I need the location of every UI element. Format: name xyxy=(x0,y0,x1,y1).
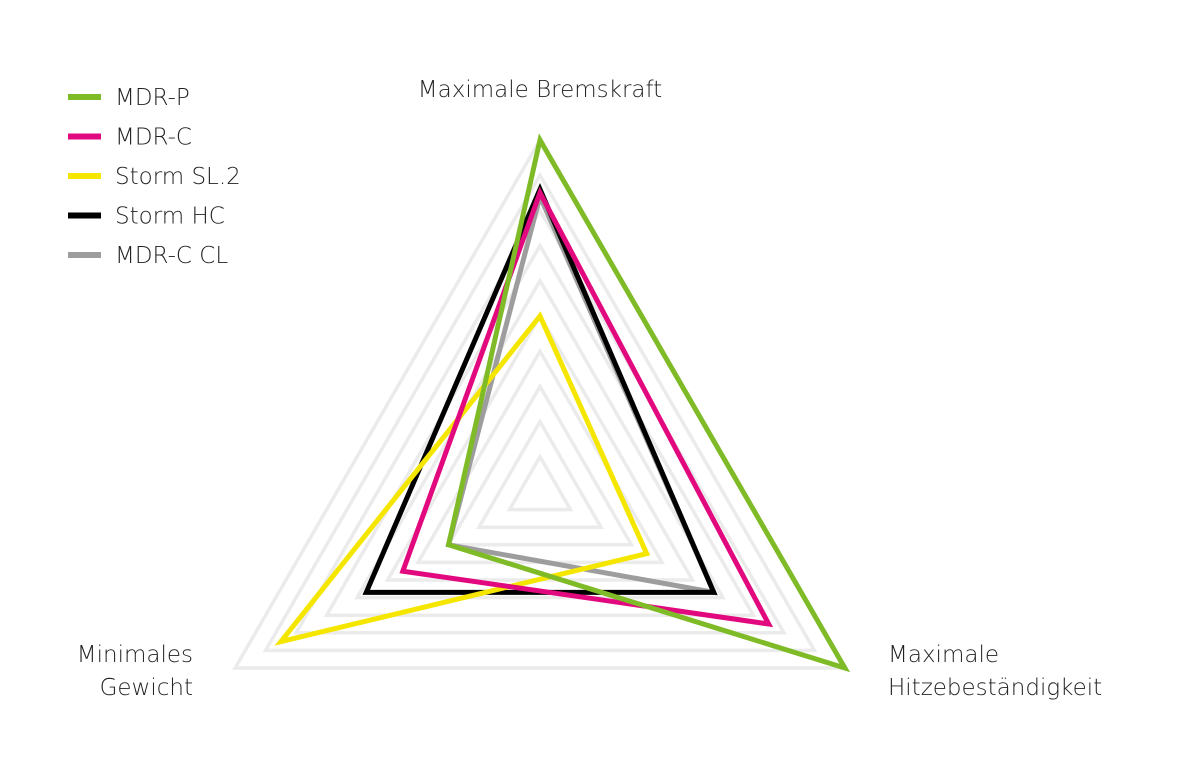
axis-label-line: Maximale Bremskraft xyxy=(418,77,662,103)
series-polygon xyxy=(445,133,851,673)
legend: MDR-P MDR-C Storm SL.2 Storm HC MDR-C CL xyxy=(68,85,241,269)
legend-label: MDR-C xyxy=(115,125,192,151)
axis-labels: Maximale Bremskraft Maximale Hitzebeständi… xyxy=(77,77,1102,701)
legend-label: MDR-P xyxy=(115,85,190,111)
grid-line xyxy=(506,453,574,512)
axis-label-line: Maximale xyxy=(888,642,999,668)
legend-label: Storm SL.2 xyxy=(115,164,241,190)
grid-line xyxy=(262,171,818,653)
axis-label-line: Minimales xyxy=(77,642,193,668)
series-layer xyxy=(274,133,851,673)
grid-line xyxy=(323,242,757,617)
axis-label: Maximale Hitzebeständigkeit xyxy=(888,642,1102,701)
grid-line xyxy=(476,418,604,529)
series-polygon xyxy=(445,188,718,596)
legend-label: Storm HC xyxy=(115,204,225,230)
series-polygon xyxy=(274,311,651,646)
series-polygon xyxy=(399,186,774,628)
grid-line xyxy=(445,382,635,547)
axis-label: Maximale Bremskraft xyxy=(418,77,662,103)
axis-label: Minimales Gewicht xyxy=(77,642,193,701)
axis-label-line: Gewicht xyxy=(100,675,193,701)
axis-label-line: Hitzebeständigkeit xyxy=(888,675,1102,701)
legend-label: MDR-C CL xyxy=(115,243,228,269)
